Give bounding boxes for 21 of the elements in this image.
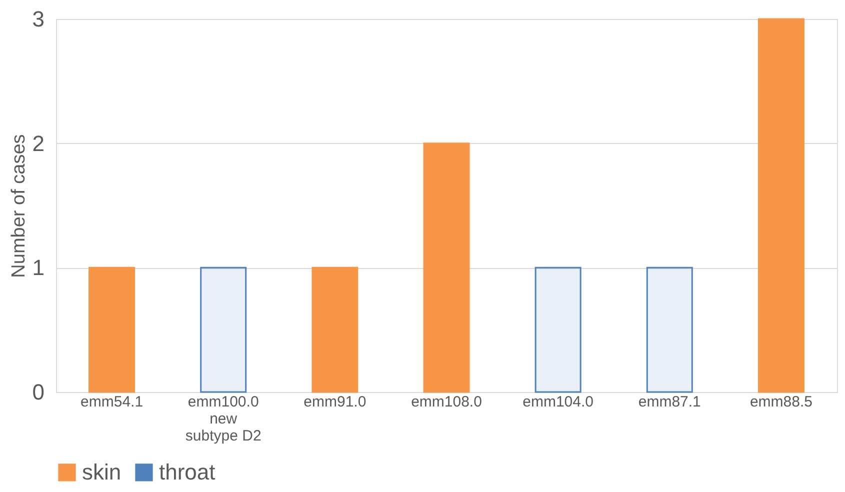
x-tick-label: emm91.0 xyxy=(304,394,366,410)
legend-label: throat xyxy=(159,459,216,484)
y-tick-label: 2 xyxy=(32,130,44,156)
bar xyxy=(646,266,693,393)
x-tick-label: emm108.0 xyxy=(411,394,482,410)
bar xyxy=(88,266,136,393)
y-tick-label: 0 xyxy=(32,380,44,404)
x-tick-label: emm88.5 xyxy=(750,394,812,410)
bar xyxy=(423,142,470,393)
bar xyxy=(758,18,804,393)
bar xyxy=(200,266,247,393)
bar xyxy=(312,266,358,393)
x-tick-label: emm87.1 xyxy=(638,394,701,410)
legend-label: skin xyxy=(82,459,122,484)
x-tick-label: emm104.0 xyxy=(522,394,594,410)
x-tick-label: emm100.0 new subtype D2 xyxy=(185,394,262,444)
bar xyxy=(534,266,582,393)
y-axis-title: Number of cases xyxy=(8,134,30,278)
y-tick-label: 3 xyxy=(32,6,44,32)
y-tick-label: 1 xyxy=(32,255,44,280)
x-tick-label: emm54.1 xyxy=(80,394,144,410)
